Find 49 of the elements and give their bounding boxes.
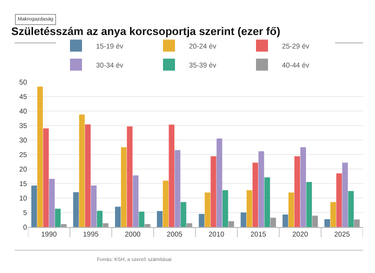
bar	[216, 138, 222, 227]
bar	[198, 214, 204, 227]
bar	[96, 210, 103, 227]
bar	[174, 150, 180, 227]
bar	[282, 214, 288, 227]
bar	[162, 180, 168, 227]
bar	[132, 175, 138, 227]
bar	[115, 206, 121, 227]
bar	[270, 218, 276, 227]
bar	[240, 212, 246, 227]
bar	[252, 162, 258, 227]
bar	[90, 186, 97, 227]
bar	[180, 202, 186, 227]
bar	[336, 173, 342, 227]
bar	[312, 216, 318, 227]
bar	[354, 219, 360, 227]
bar	[120, 147, 127, 227]
bar	[31, 186, 37, 227]
bar	[246, 190, 252, 227]
bar	[144, 224, 150, 227]
bar	[324, 219, 330, 227]
bar	[342, 162, 348, 227]
chart-title: Születésszám az anya korcsoportja szerint (ezer fő)	[11, 26, 281, 38]
bar	[204, 192, 210, 227]
bar	[49, 178, 55, 227]
bar	[168, 124, 174, 227]
bar	[60, 224, 67, 227]
bar	[55, 208, 61, 227]
bar	[102, 223, 108, 227]
bar	[306, 182, 312, 227]
bar	[85, 124, 91, 227]
bar	[300, 147, 306, 227]
bar	[73, 192, 79, 227]
bar	[186, 223, 192, 227]
bar	[79, 114, 85, 227]
bar	[37, 86, 43, 227]
bar	[138, 212, 144, 227]
bar	[43, 128, 49, 227]
bar	[126, 126, 133, 227]
bar	[222, 190, 228, 227]
bar	[264, 177, 270, 227]
bar	[294, 156, 300, 227]
bar	[330, 202, 336, 227]
bar	[210, 156, 216, 227]
bar	[258, 151, 264, 227]
bar	[228, 221, 234, 227]
bar	[348, 191, 354, 227]
bar	[156, 211, 163, 227]
bar	[288, 192, 294, 227]
